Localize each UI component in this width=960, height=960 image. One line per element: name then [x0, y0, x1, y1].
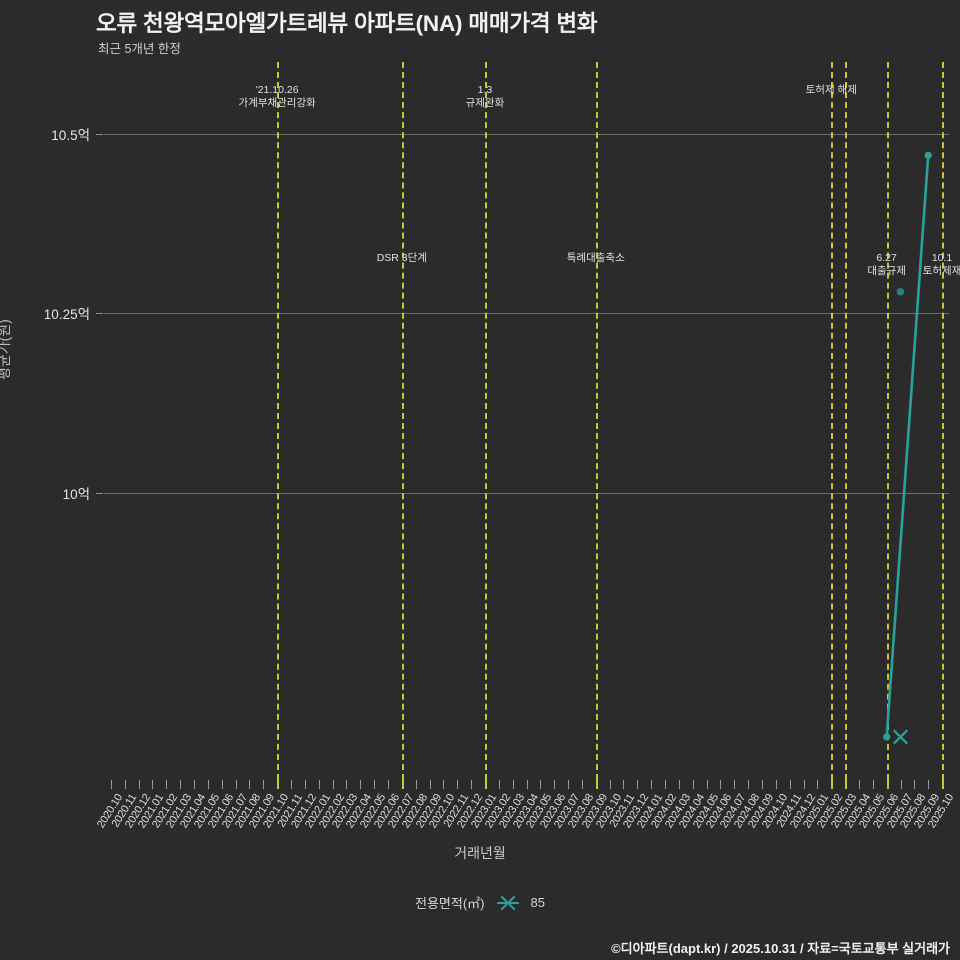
x-tick-mark	[152, 780, 154, 789]
x-tick-mark	[291, 780, 292, 789]
data-point[interactable]	[883, 733, 891, 741]
x-tick-mark	[568, 780, 570, 789]
x-tick-mark	[346, 780, 348, 789]
legend-entry-85: 85	[530, 895, 545, 910]
y-tick-label: 10.5억	[51, 127, 90, 143]
x-tick-mark	[817, 780, 819, 789]
x-tick-mark	[180, 780, 182, 789]
x-tick-mark	[789, 780, 791, 789]
x-tick-mark	[803, 780, 805, 789]
x-tick-mark	[498, 780, 500, 789]
page-title: 오류 천왕역모아엘가트레뷰 아파트(NA) 매매가격 변화	[96, 11, 598, 36]
page-subtitle: 최근 5개년 한정	[98, 42, 181, 56]
x-tick-mark	[734, 780, 736, 789]
x-tick-mark	[748, 780, 750, 789]
x-tick-mark	[720, 780, 722, 789]
x-axis: 2020.10 2020.11 2020.12 2021.01 2021.02 2021.…	[95, 780, 956, 840]
data-point[interactable]	[924, 151, 932, 159]
x-tick-mark	[845, 780, 848, 789]
x-tick-mark	[374, 780, 376, 789]
x-tick-mark	[886, 780, 889, 789]
y-axis-title: 평균가(원)	[0, 319, 12, 380]
x-tick-mark	[665, 780, 667, 789]
x-tick-mark	[221, 780, 223, 789]
x-tick-mark	[692, 780, 694, 789]
legend-title: 전용면적(㎡)	[415, 896, 485, 911]
x-tick-mark	[637, 780, 639, 789]
x-tick-mark	[360, 780, 362, 789]
x-tick-mark	[318, 780, 320, 789]
x-tick-mark	[166, 780, 168, 789]
x-tick-mark	[914, 780, 916, 789]
series-layer	[883, 151, 932, 745]
x-tick-mark	[277, 780, 280, 789]
x-tick-mark	[138, 780, 140, 789]
event-line-evt-7	[886, 62, 889, 780]
x-tick-mark	[595, 780, 598, 789]
event-line-evt-2	[401, 62, 404, 780]
event-line-evt-4	[595, 62, 598, 780]
x-tick-mark	[581, 780, 583, 789]
y-tick-mark	[96, 133, 103, 135]
y-tick-label: 10.25억	[43, 307, 90, 323]
x-tick-mark	[471, 780, 473, 789]
x-tick-mark	[526, 780, 528, 789]
series-line-85	[885, 154, 930, 739]
event-line-evt-5	[831, 62, 834, 780]
x-tick-mark	[554, 780, 556, 789]
x-tick-mark	[484, 780, 487, 789]
x-tick-mark	[678, 780, 680, 789]
x-tick-mark	[831, 780, 834, 789]
x-tick-mark	[623, 780, 625, 789]
x-tick-mark	[110, 780, 112, 789]
star-marker-icon	[496, 895, 519, 910]
footer-credit: ©디아파트(dapt.kr) / 2025.10.31 / 자료=국토교통부 실…	[611, 941, 950, 956]
x-tick-mark	[387, 780, 389, 789]
event-line-evt-3	[484, 62, 487, 780]
x-tick-mark	[457, 780, 459, 789]
event-line-evt-1	[277, 62, 280, 780]
x-tick-mark	[249, 780, 251, 789]
x-tick-mark	[207, 780, 209, 789]
gridline	[104, 492, 949, 494]
x-tick-mark	[332, 780, 334, 789]
x-tick-mark	[651, 780, 653, 789]
x-tick-mark	[304, 780, 306, 789]
y-tick-mark	[96, 492, 103, 494]
gridline	[104, 133, 949, 135]
x-tick-mark	[443, 780, 445, 789]
data-point-outlier[interactable]	[896, 287, 905, 296]
x-tick-mark	[609, 780, 611, 789]
x-tick-mark	[429, 780, 431, 789]
x-tick-mark	[263, 780, 265, 789]
x-tick-mark	[194, 780, 196, 789]
legend: 전용면적(㎡) 85	[0, 893, 960, 912]
x-tick-mark	[124, 780, 126, 789]
event-line-evt-6	[845, 62, 848, 780]
star-marker-icon[interactable]	[893, 729, 908, 745]
x-tick-mark	[235, 780, 237, 789]
x-tick-mark	[775, 780, 777, 789]
x-tick-mark	[761, 780, 763, 789]
x-axis-title: 거래년월	[454, 845, 506, 861]
x-tick-mark	[900, 780, 902, 789]
gridline	[104, 313, 949, 315]
x-tick-mark	[942, 780, 945, 789]
x-tick-mark	[858, 780, 860, 789]
x-tick-mark	[928, 780, 930, 789]
y-tick-label: 10억	[62, 486, 90, 502]
x-tick-mark	[706, 780, 708, 789]
x-tick-mark	[540, 780, 542, 789]
x-tick-mark	[415, 780, 417, 789]
x-tick-mark	[401, 780, 404, 789]
plot-area: 10억 10.25억 10.5억 '21.10.26 가계부채관리강화 DSR 3단계 1…	[44, 62, 960, 780]
x-tick-mark	[872, 780, 874, 789]
x-tick-mark	[512, 780, 514, 789]
y-tick-mark	[96, 313, 103, 315]
event-line-evt-8	[942, 62, 945, 780]
